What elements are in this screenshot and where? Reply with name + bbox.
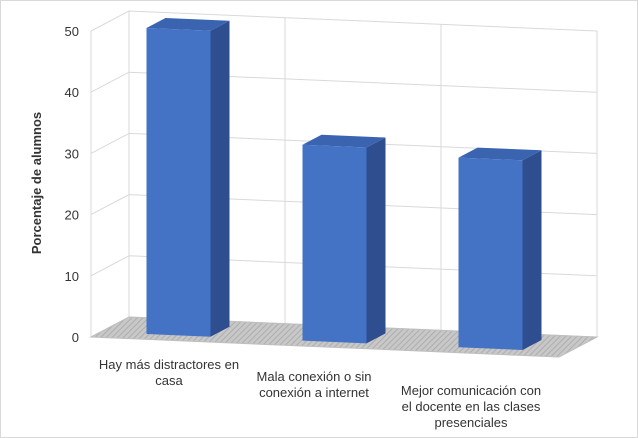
x-category-label: Mala conexión o sin conexión a internet [257,369,372,400]
bar [146,18,230,337]
y-axis-ticks: 0 10 20 30 40 50 [65,24,79,345]
gridlines [90,10,598,338]
bar-front [146,28,211,337]
y-tick-label: 30 [65,146,79,161]
bar [302,134,386,344]
x-axis-categories: Hay más distractores en casa Mala conexión… [99,357,541,430]
y-axis-label: Porcentaje de alumnos [29,112,44,254]
y-tick-label: 20 [65,208,79,223]
y-tick-label: 10 [65,269,79,284]
bar-top [302,134,386,148]
bar [458,147,542,350]
y-tick-label: 40 [65,85,79,100]
bar-front [458,157,523,350]
x-category-label: Hay más distractores en casa [99,357,239,388]
bar-side [522,150,542,350]
y-tick-label: 0 [72,330,79,345]
bar-front [302,144,367,344]
bar-top [146,18,230,31]
y-tick-label: 50 [65,24,79,39]
bar-side [210,20,230,337]
bar-side [366,137,386,344]
bars [146,18,542,350]
bar-top [458,147,542,161]
x-category-label: Mejor comunicación con el docente en las … [401,383,541,430]
